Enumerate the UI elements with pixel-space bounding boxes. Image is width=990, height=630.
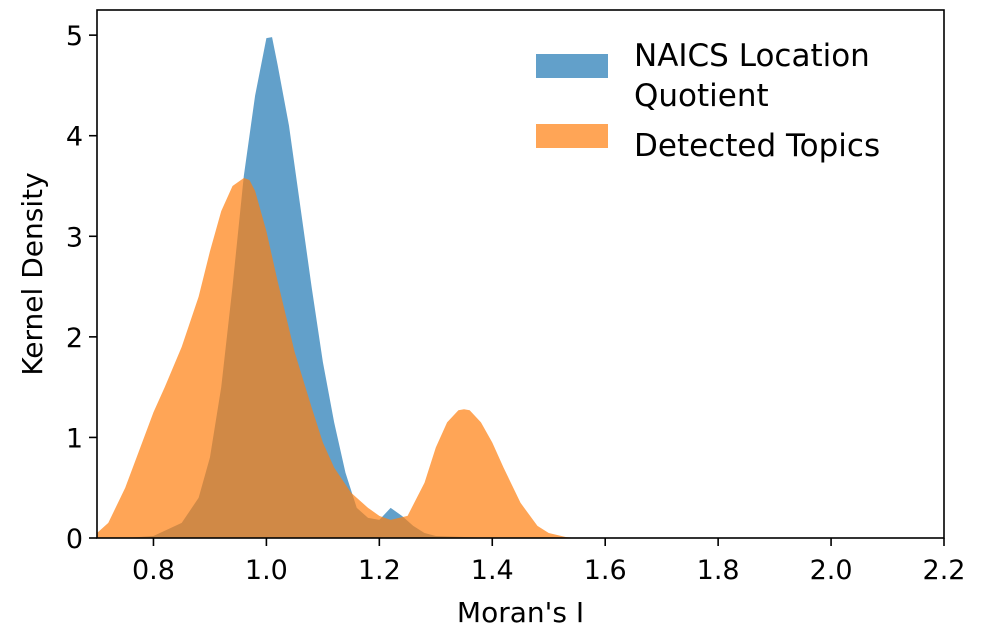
y-tick-label: 1	[66, 423, 83, 454]
y-tick-label: 0	[66, 524, 83, 555]
legend-label-2: Detected Topics	[634, 128, 880, 164]
x-tick-label: 1.4	[471, 555, 514, 586]
y-tick-label: 4	[66, 122, 83, 153]
legend-label-1: NAICS Location Quotient	[634, 38, 870, 114]
x-tick-label: 2.0	[810, 555, 853, 586]
x-tick-label: 2.2	[923, 555, 966, 586]
plot-frame	[96, 9, 945, 539]
legend-swatch-1	[536, 54, 608, 78]
y-tick-label: 3	[66, 222, 83, 253]
x-axis: 0.8 1.0 1.2 1.4 1.6 1.8 2.0 2.2	[132, 538, 965, 586]
legend-swatch-2	[536, 124, 608, 148]
series-area-1	[97, 37, 549, 538]
series-layer	[97, 37, 577, 538]
x-tick-label: 1.0	[245, 555, 288, 586]
series-area-2	[97, 177, 577, 538]
x-tick-label: 0.8	[132, 555, 175, 586]
x-tick-label: 1.6	[584, 555, 627, 586]
y-axis: 0 1 2 3 4 5	[66, 21, 97, 555]
y-tick-label: 2	[66, 323, 83, 354]
x-tick-label: 1.2	[358, 555, 401, 586]
y-tick-label: 5	[66, 21, 83, 52]
x-tick-label: 1.8	[697, 555, 740, 586]
x-axis-label: Moran's I	[457, 596, 584, 629]
y-axis-label: Kernel Density	[16, 172, 49, 375]
legend: NAICS Location Quotient Detected Topics	[536, 38, 880, 164]
